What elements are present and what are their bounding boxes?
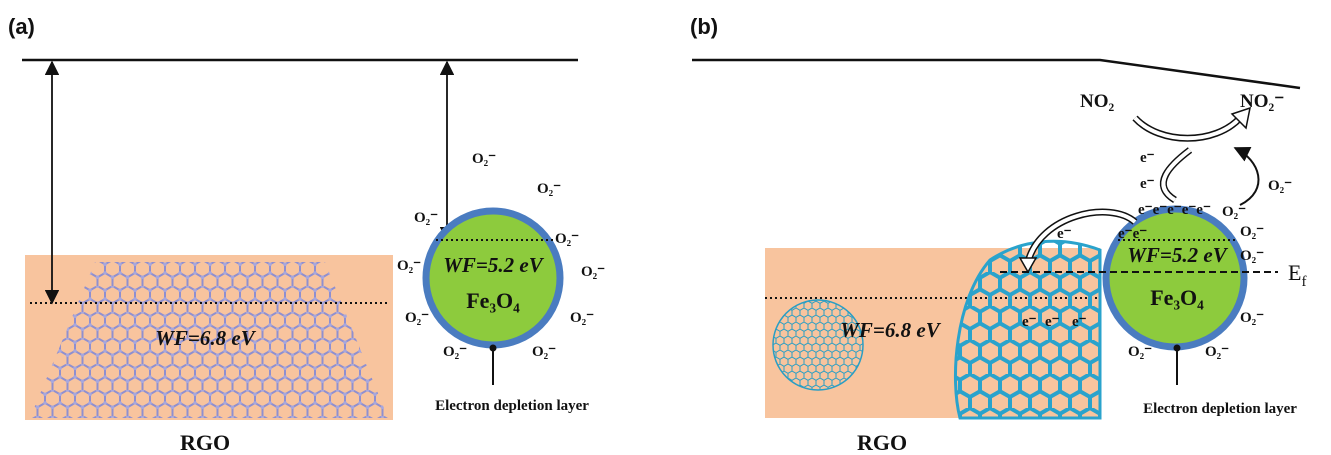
oxygen-label: O₂⁻ [397, 258, 421, 274]
fullerene [773, 300, 863, 390]
work-function-label: WF=5.2 eV [1127, 243, 1228, 267]
oxygen-label: O₂⁻ [1268, 178, 1292, 194]
electron-label: e⁻ [1045, 314, 1060, 330]
figure: (a) WF=6.8 eV RGO WF=5.2 eV Fe₃O₄ Electr… [0, 0, 1331, 455]
work-function-label: WF=6.8 eV [840, 318, 941, 342]
rgo-label: RGO [180, 430, 230, 455]
electron-label: e⁻ [1057, 226, 1072, 242]
fermi-level-label: Ef [1288, 260, 1306, 290]
oxygen-label: O₂⁻ [1222, 204, 1246, 220]
oxygen-label: O₂⁻ [570, 310, 594, 326]
oxygen-label: O₂⁻ [1128, 344, 1152, 360]
electron-label: e⁻e⁻e⁻e⁻e⁻ [1138, 202, 1211, 218]
oxygen-label: O₂⁻ [581, 264, 605, 280]
depletion-label: Electron depletion layer [435, 398, 589, 414]
electron-label: e⁻ [1140, 176, 1155, 192]
oxygen-label: O₂⁻ [443, 344, 467, 360]
vacuum-level [692, 60, 1300, 88]
electron-label: e⁻ [1022, 314, 1037, 330]
electron-label: e⁻ [1072, 314, 1087, 330]
panel-label: (b) [690, 14, 718, 39]
oxygen-label: O₂⁻ [555, 231, 579, 247]
depletion-label: Electron depletion layer [1143, 401, 1297, 417]
electron-label: e⁻e⁻ [1118, 226, 1147, 242]
particle-label: Fe₃O₄ [466, 288, 520, 313]
panel-label: (a) [8, 14, 35, 39]
oxygen-label: O₂⁻ [1205, 344, 1229, 360]
electron-label: e⁻ [1140, 150, 1155, 166]
oxygen-label: O₂⁻ [532, 344, 556, 360]
oxygen-label: O₂⁻ [537, 181, 561, 197]
oxygen-arrow [1235, 148, 1259, 205]
gas-label: NO₂ [1080, 91, 1115, 112]
oxygen-label: O₂⁻ [472, 151, 496, 167]
fe3o4-particle [426, 211, 560, 345]
particle-label: Fe₃O₄ [1150, 285, 1204, 310]
oxygen-label: O₂⁻ [1240, 248, 1264, 264]
fermi-main: E [1288, 260, 1301, 285]
oxygen-label: O₂⁻ [1240, 224, 1264, 240]
work-function-label: WF=5.2 eV [443, 253, 544, 277]
oxygen-label: O₂⁻ [1240, 310, 1264, 326]
oxygen-label: O₂⁻ [414, 210, 438, 226]
work-function-label: WF=6.8 eV [155, 326, 256, 350]
oxygen-label: O₂⁻ [405, 310, 429, 326]
fermi-sub: f [1301, 274, 1306, 290]
rgo-label: RGO [857, 430, 907, 455]
